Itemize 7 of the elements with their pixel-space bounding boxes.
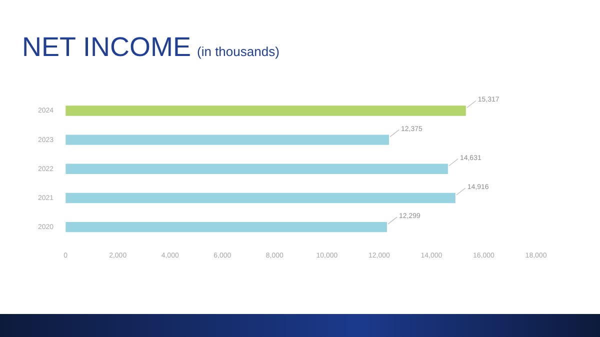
chart-title: NET INCOME <box>22 32 192 62</box>
bar <box>66 106 466 116</box>
bar <box>66 192 456 204</box>
bar <box>66 134 389 145</box>
chart-subtitle: (in thousands) <box>197 44 280 59</box>
bar <box>66 164 448 174</box>
bar <box>66 222 388 232</box>
